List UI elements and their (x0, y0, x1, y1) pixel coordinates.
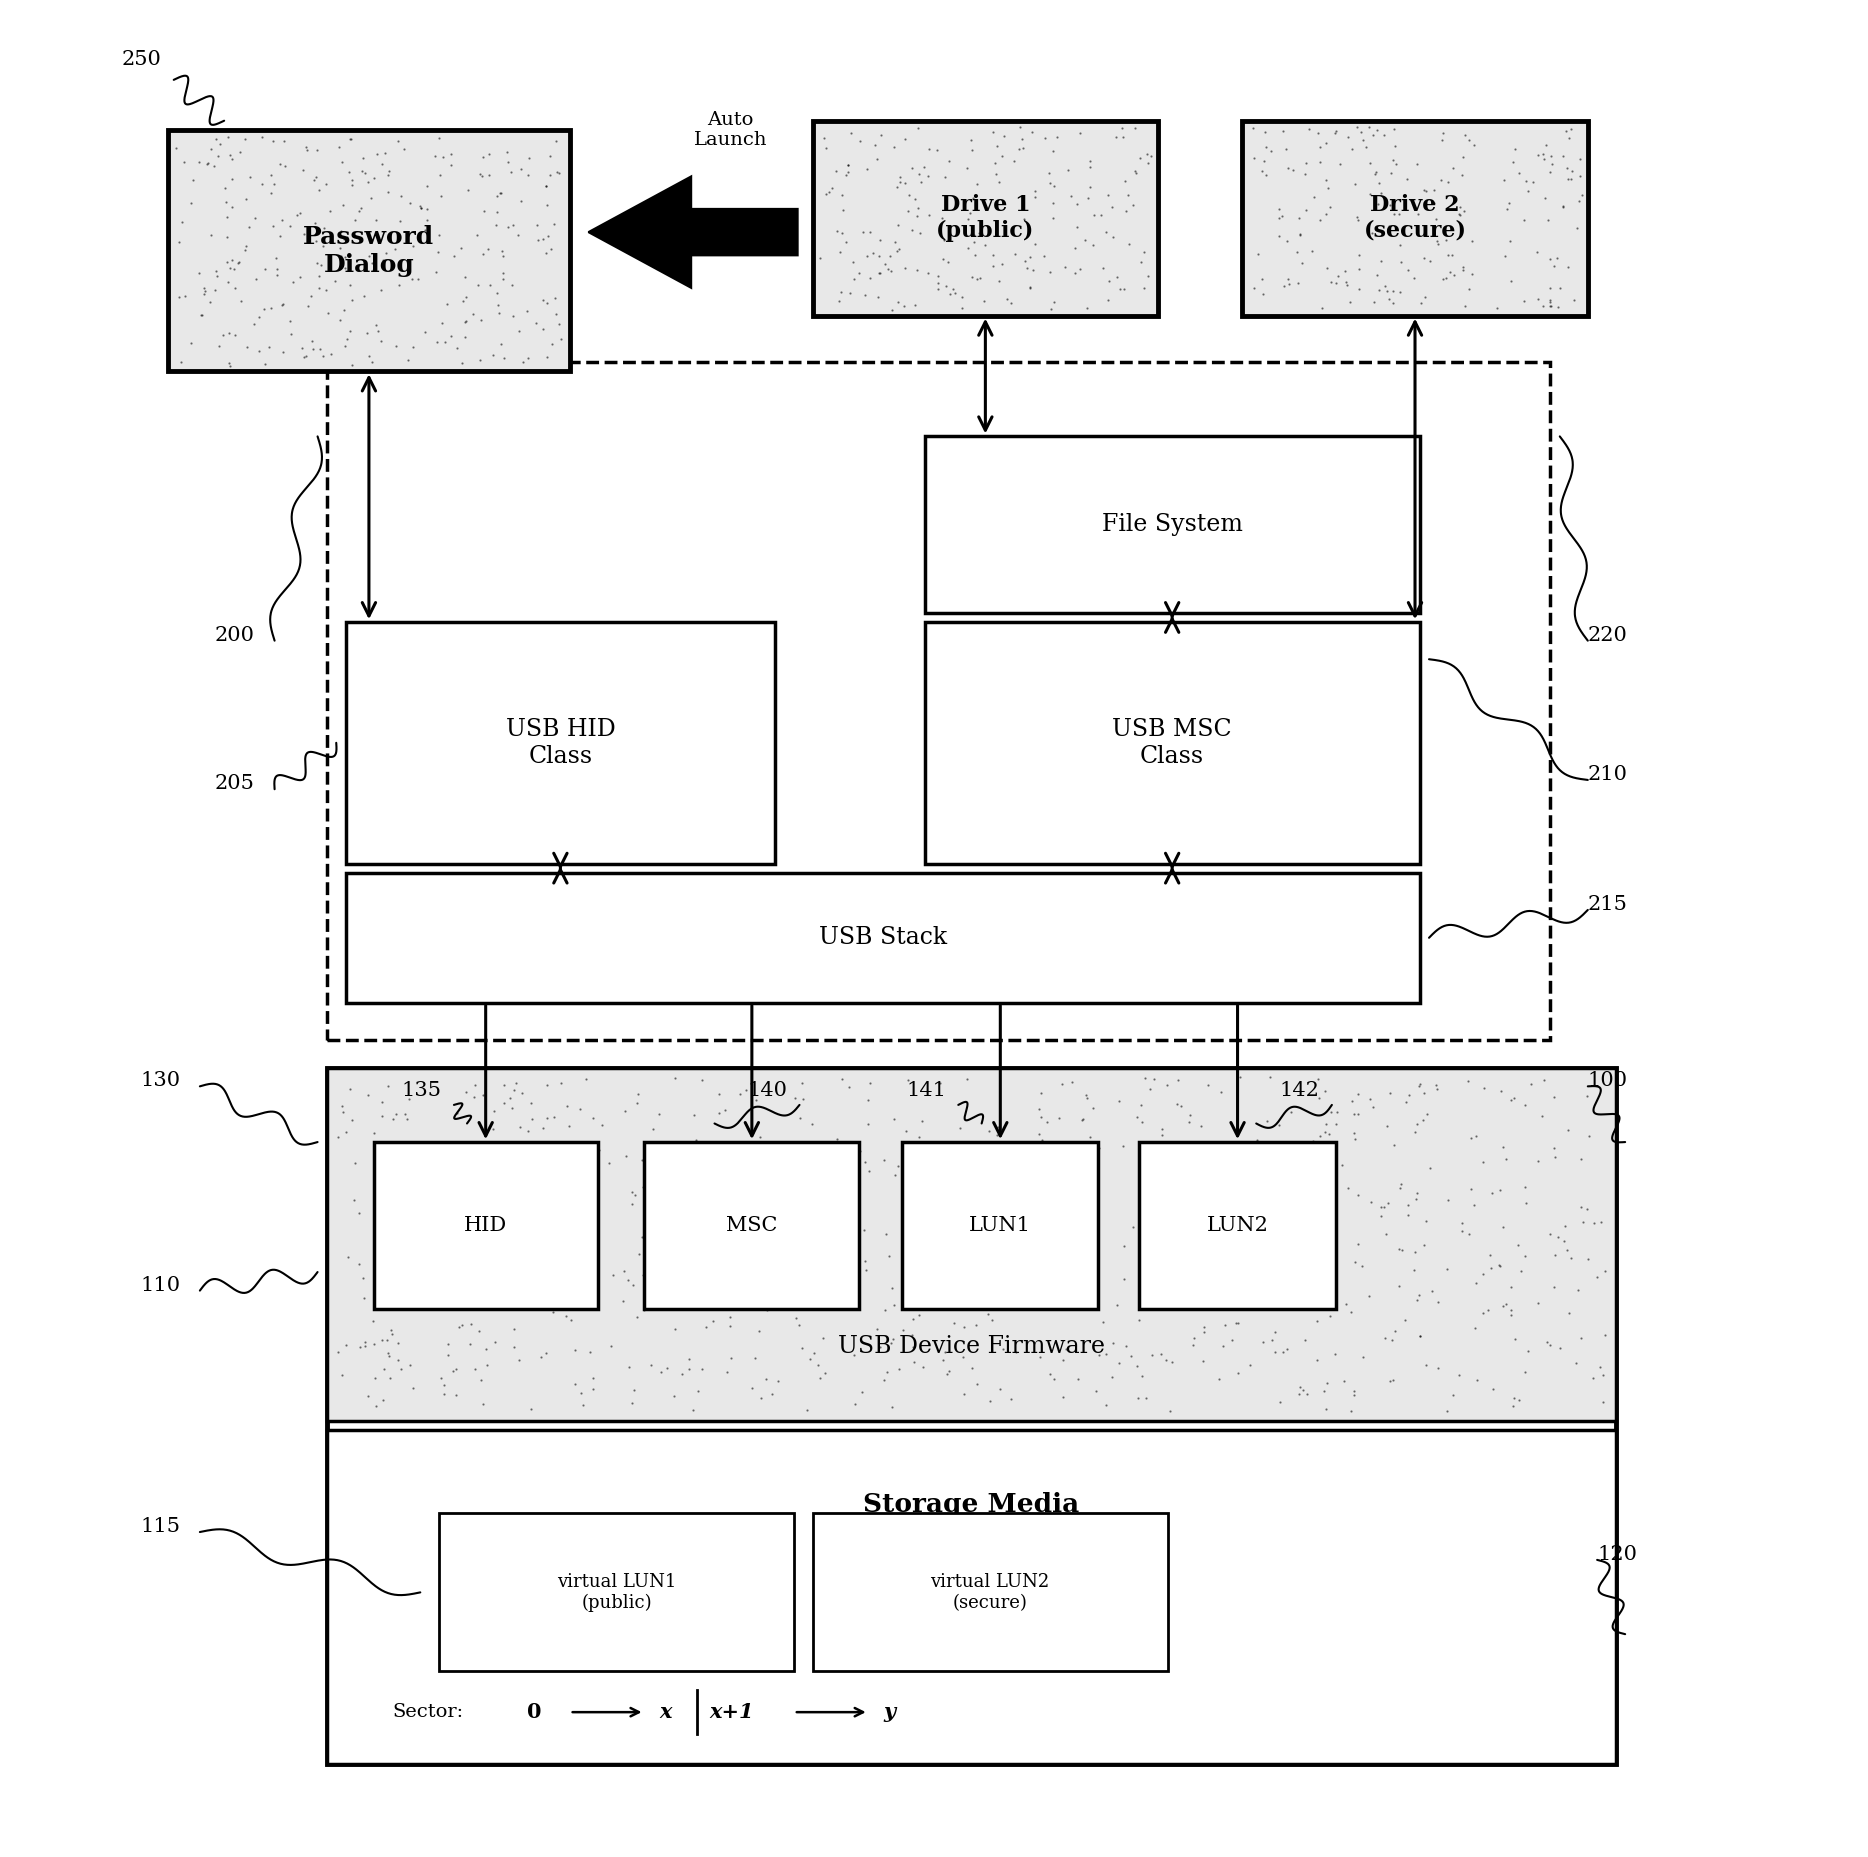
Bar (1139, 1142, 1336, 1309)
Text: LUN2: LUN2 (1207, 1216, 1268, 1235)
Text: Sector:: Sector: (392, 1703, 463, 1721)
Text: 100: 100 (1588, 1071, 1627, 1090)
Text: 110: 110 (140, 1276, 179, 1294)
Text: LUN1: LUN1 (969, 1216, 1031, 1235)
Bar (644, 1142, 859, 1309)
Bar (327, 362, 1550, 1040)
Text: 210: 210 (1588, 765, 1627, 784)
Text: 130: 130 (140, 1071, 179, 1090)
Text: virtual LUN1
(public): virtual LUN1 (public) (557, 1573, 676, 1612)
Text: Drive 2
(secure): Drive 2 (secure) (1364, 195, 1466, 241)
Text: virtual LUN2
(secure): virtual LUN2 (secure) (930, 1573, 1050, 1612)
Text: 215: 215 (1588, 895, 1627, 914)
Bar (1242, 121, 1588, 316)
Bar (925, 622, 1420, 864)
Bar (374, 1142, 598, 1309)
Text: MSC: MSC (727, 1216, 777, 1235)
Bar (327, 1068, 1616, 1421)
Bar (925, 436, 1420, 613)
Text: USB MSC
Class: USB MSC Class (1111, 719, 1233, 767)
Bar (346, 873, 1420, 1003)
Text: 140: 140 (747, 1081, 786, 1099)
Bar (902, 1142, 1098, 1309)
Text: 0: 0 (527, 1703, 542, 1721)
Text: 205: 205 (215, 774, 254, 793)
Text: 135: 135 (402, 1081, 441, 1099)
Bar (327, 1068, 1616, 1764)
Polygon shape (588, 176, 798, 288)
Text: 120: 120 (1597, 1545, 1636, 1564)
Bar (168, 130, 570, 371)
Text: 250: 250 (121, 50, 161, 69)
Text: x+1: x+1 (710, 1703, 755, 1721)
Bar (327, 1430, 1616, 1764)
Text: Drive 1
(public): Drive 1 (public) (936, 195, 1035, 241)
Bar (813, 121, 1158, 316)
Text: HID: HID (463, 1216, 508, 1235)
Text: USB HID
Class: USB HID Class (506, 719, 615, 767)
Text: USB Device Firmware: USB Device Firmware (839, 1335, 1104, 1357)
Bar (439, 1513, 794, 1671)
Text: Password
Dialog: Password Dialog (303, 225, 435, 277)
Text: x: x (659, 1703, 672, 1721)
Text: y: y (884, 1703, 895, 1721)
Text: File System: File System (1102, 513, 1242, 537)
Text: Storage Media: Storage Media (863, 1491, 1080, 1517)
Text: USB Stack: USB Stack (818, 927, 947, 949)
Text: Auto
Launch: Auto Launch (693, 111, 768, 149)
Bar (346, 622, 775, 864)
Text: 220: 220 (1588, 626, 1627, 644)
Text: 115: 115 (140, 1517, 179, 1536)
Text: 200: 200 (215, 626, 254, 644)
Text: 142: 142 (1280, 1081, 1319, 1099)
Text: 141: 141 (906, 1081, 945, 1099)
Bar (813, 1513, 1168, 1671)
